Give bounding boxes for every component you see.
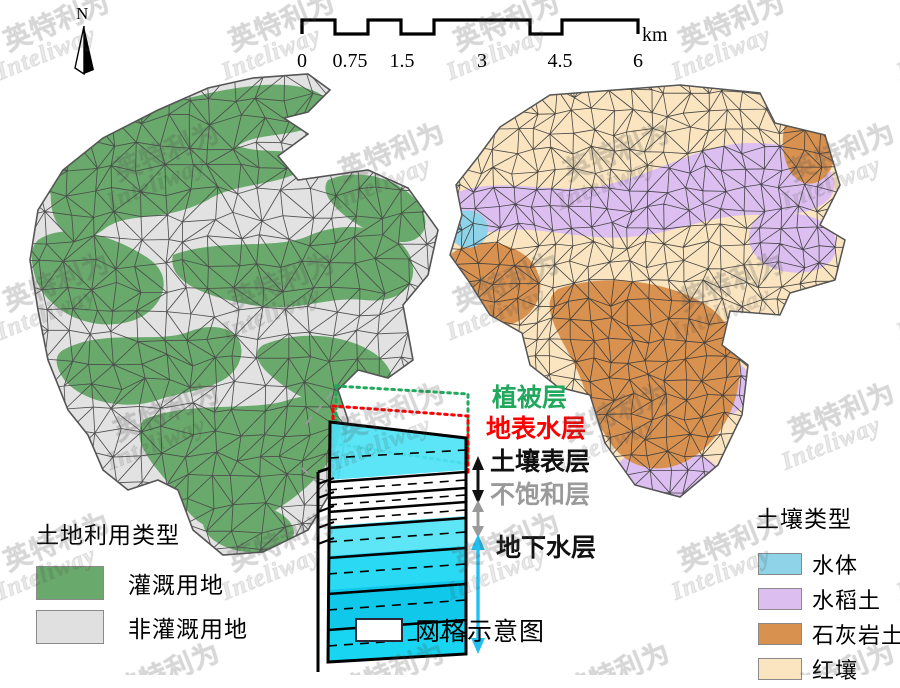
grid-schematic-caption: 网格示意图	[355, 612, 545, 648]
unsaturated-layer-arrow-icon	[472, 500, 484, 538]
legend-land-use-title: 土地利用类型	[36, 516, 248, 550]
legend-land-use: 土地利用类型 灌溉用地 非灌溉用地	[36, 516, 248, 654]
legend-soil-type-title: 土壤类型	[756, 500, 900, 534]
scale-bar-unit: km	[642, 24, 668, 47]
legend-item-water-body[interactable]: 水体	[758, 548, 900, 580]
legend-swatch-water-body	[758, 553, 802, 575]
legend-swatch-non-irrigated	[36, 610, 104, 644]
watermark-text-en: Inteliway	[103, 671, 211, 675]
legend-label-red-soil: 红壤	[812, 653, 858, 685]
north-arrow-label: N	[76, 4, 88, 24]
legend-label-irrigated: 灌溉用地	[128, 566, 224, 600]
legend-item-red-soil[interactable]: 红壤	[758, 653, 900, 685]
watermark-text-en: Inteliway	[893, 281, 900, 346]
grid-caption-swatch	[355, 618, 403, 642]
scale-tick-3: 3	[477, 50, 487, 73]
watermark-text-en: Inteliway	[893, 21, 900, 86]
scale-bar-graphic	[290, 10, 690, 44]
north-arrow-left-half	[75, 26, 84, 74]
scale-tick-0: 0	[297, 50, 307, 73]
legend-item-limestone-soil[interactable]: 石灰岩土	[758, 618, 900, 650]
label-soil-surface-layer: 土壤表层	[490, 442, 590, 478]
scale-bar: km 0 0.75 1.5 3 4.5 6	[290, 10, 690, 76]
legend-item-paddy-soil[interactable]: 水稻土	[758, 583, 900, 615]
legend-swatch-paddy-soil	[758, 588, 802, 610]
north-arrow-right-half	[84, 26, 94, 74]
label-groundwater-layer: 地下水层	[496, 528, 596, 564]
scale-tick-15: 1.5	[390, 50, 415, 73]
legend-label-non-irrigated: 非灌溉用地	[128, 610, 248, 644]
legend-swatch-limestone-soil	[758, 623, 802, 645]
north-arrow: N	[62, 6, 116, 82]
grid-caption-label: 网格示意图	[415, 612, 545, 648]
scale-tick-075: 0.75	[333, 50, 368, 73]
legend-item-non-irrigated[interactable]: 非灌溉用地	[36, 610, 248, 644]
legend-swatch-red-soil	[758, 658, 802, 680]
scale-tick-6: 6	[633, 50, 643, 73]
soil-surface-arrow-icon	[472, 456, 484, 504]
label-surface-water-layer: 地表水层	[486, 409, 586, 445]
legend-label-limestone-soil: 石灰岩土	[812, 618, 900, 650]
scale-tick-45: 4.5	[548, 50, 573, 73]
legend-swatch-irrigated	[36, 566, 104, 600]
legend-soil-type: 土壤类型 水体 水稻土 石灰岩土 红壤	[758, 500, 900, 688]
legend-item-irrigated[interactable]: 灌溉用地	[36, 566, 248, 600]
legend-label-water-body: 水体	[812, 548, 858, 580]
label-unsaturated-layer: 不饱和层	[490, 475, 590, 511]
legend-label-paddy-soil: 水稻土	[812, 583, 881, 615]
